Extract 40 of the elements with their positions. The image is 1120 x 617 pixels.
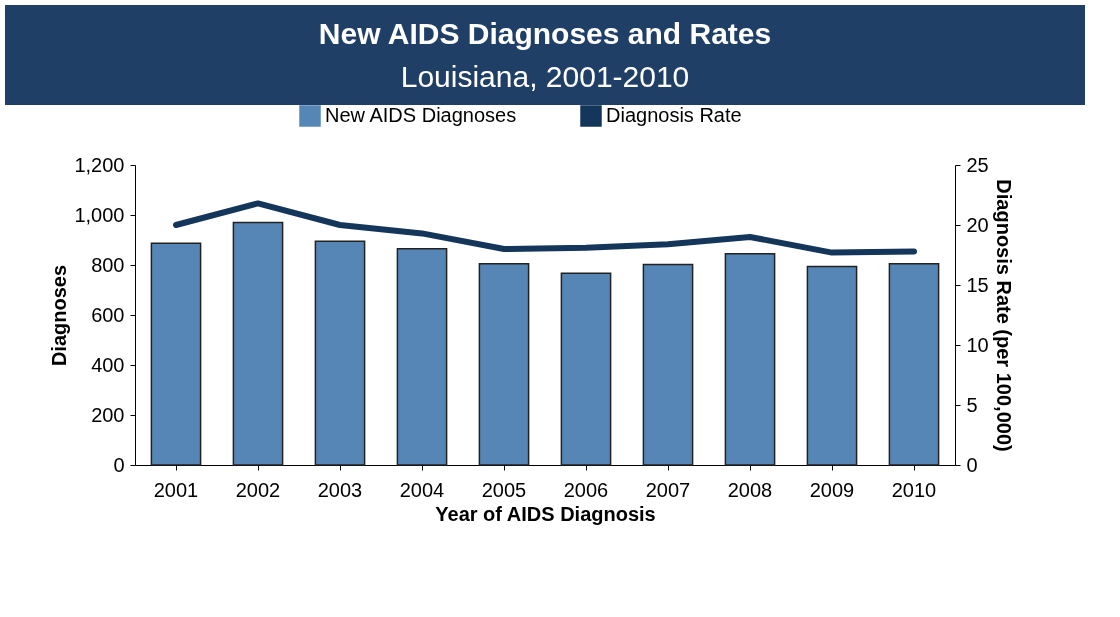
bar	[724, 253, 776, 466]
bar	[396, 248, 448, 466]
x-axis-title: Year of AIDS Diagnosis	[435, 502, 656, 525]
bar	[150, 242, 202, 466]
x-tick-label: 2008	[727, 478, 773, 501]
y-axis-title: Diagnoses	[48, 264, 71, 367]
bar	[314, 240, 366, 466]
bar	[806, 265, 858, 466]
x-tick-label: 2010	[891, 478, 937, 501]
legend-label: Diagnosis Rate	[606, 104, 742, 126]
x-tick-label: 2007	[645, 478, 691, 501]
bar	[560, 272, 612, 466]
y-tick-label: 600	[91, 303, 125, 326]
y2-tick-label: 0	[966, 453, 978, 476]
x-tick-label: 2002	[235, 478, 281, 501]
y2-tick-label: 5	[966, 393, 978, 416]
y-tick-label: 200	[91, 403, 125, 426]
y-tick-label: 1,000	[74, 203, 125, 226]
y2-axis-title: Diagnosis Rate (per 100,000)	[992, 179, 1015, 452]
y2-tick-label: 20	[966, 213, 989, 236]
bar	[888, 263, 940, 466]
chart-title: New AIDS Diagnoses and Rates	[318, 17, 772, 50]
legend-label: New AIDS Diagnoses	[325, 104, 517, 126]
bar	[232, 221, 284, 466]
y2-tick-label: 10	[966, 333, 989, 356]
bar	[642, 263, 694, 466]
bar	[478, 263, 530, 466]
y-tick-label: 400	[91, 353, 125, 376]
x-tick-label: 2005	[481, 478, 527, 501]
x-tick-label: 2004	[399, 478, 445, 501]
y-tick-label: 1,200	[74, 153, 125, 176]
x-tick-label: 2003	[317, 478, 363, 501]
x-tick-label: 2006	[563, 478, 609, 501]
x-tick-label: 2001	[153, 478, 199, 501]
y-tick-label: 0	[113, 453, 125, 476]
x-tick-label: 2009	[809, 478, 855, 501]
y2-tick-label: 25	[966, 153, 989, 176]
y-tick-label: 800	[91, 253, 125, 276]
chart-subtitle: Louisiana, 2001-2010	[400, 60, 690, 93]
y2-tick-label: 15	[966, 273, 989, 296]
